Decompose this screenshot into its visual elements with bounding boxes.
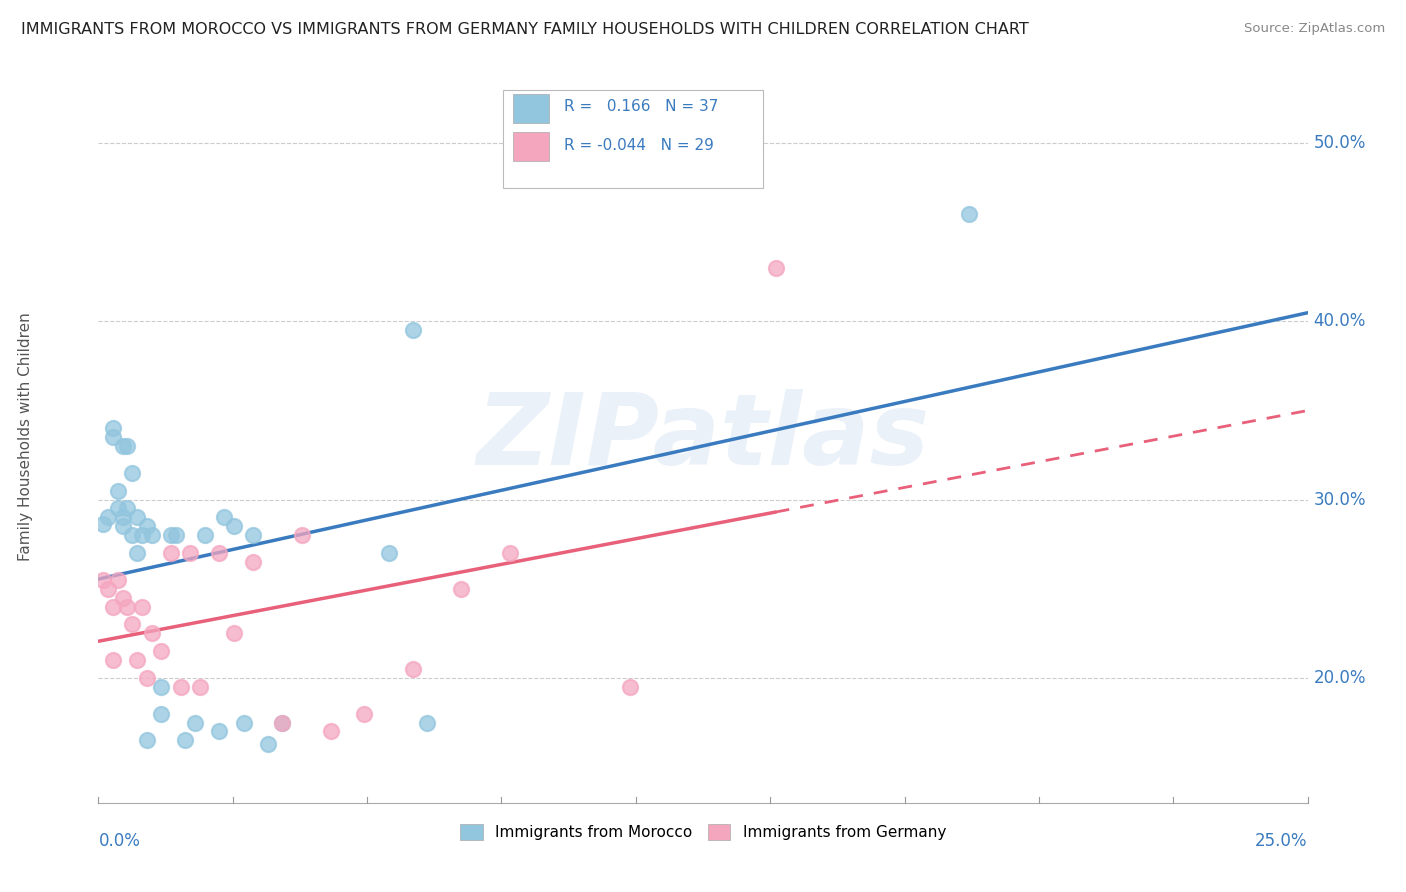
Point [169, 680, 191, 694]
Point [232, 715, 254, 730]
Legend: Immigrants from Morocco, Immigrants from Germany: Immigrants from Morocco, Immigrants from… [454, 818, 952, 847]
Point [160, 546, 183, 560]
Point [271, 715, 294, 730]
Point [165, 528, 187, 542]
Point [222, 626, 245, 640]
Point [450, 582, 472, 596]
Point [208, 546, 231, 560]
Point [242, 528, 264, 542]
Text: 20.0%: 20.0% [1313, 669, 1367, 687]
Point [353, 706, 375, 721]
Point [377, 546, 399, 560]
Point [127, 510, 149, 524]
Point [141, 626, 163, 640]
Text: Source: ZipAtlas.com: Source: ZipAtlas.com [1244, 22, 1385, 36]
Point [174, 733, 197, 747]
Point [498, 546, 520, 560]
FancyBboxPatch shape [513, 132, 550, 161]
Point [150, 644, 173, 658]
FancyBboxPatch shape [513, 94, 550, 123]
Text: 25.0%: 25.0% [1256, 832, 1308, 850]
Point [135, 733, 157, 747]
Point [101, 421, 124, 435]
Point [416, 715, 439, 730]
Point [765, 260, 787, 275]
Point [256, 737, 278, 751]
Point [101, 430, 124, 444]
FancyBboxPatch shape [503, 90, 763, 188]
Point [101, 653, 124, 667]
Point [619, 680, 641, 694]
Point [135, 519, 157, 533]
Point [91, 517, 114, 532]
Point [127, 546, 149, 560]
Point [121, 466, 143, 480]
Point [188, 680, 211, 694]
Point [117, 439, 139, 453]
Point [319, 724, 342, 739]
Point [222, 519, 245, 533]
Text: 50.0%: 50.0% [1313, 134, 1367, 152]
Point [121, 528, 143, 542]
Text: 40.0%: 40.0% [1313, 312, 1367, 330]
Text: R = -0.044   N = 29: R = -0.044 N = 29 [564, 138, 714, 153]
Point [957, 207, 980, 221]
Point [150, 706, 173, 721]
Point [160, 528, 183, 542]
Point [179, 546, 201, 560]
Point [117, 501, 139, 516]
Text: ZIPatlas: ZIPatlas [477, 389, 929, 485]
Point [135, 671, 157, 685]
Point [131, 599, 153, 614]
Text: 30.0%: 30.0% [1313, 491, 1367, 508]
Text: 0.0%: 0.0% [98, 832, 141, 850]
Point [141, 528, 163, 542]
Point [127, 653, 149, 667]
Point [111, 591, 134, 605]
Point [111, 439, 134, 453]
Point [402, 323, 425, 337]
Point [290, 528, 312, 542]
Point [121, 617, 143, 632]
Point [91, 573, 114, 587]
Text: R =   0.166   N = 37: R = 0.166 N = 37 [564, 99, 718, 114]
Point [271, 715, 294, 730]
Point [208, 724, 231, 739]
Point [107, 483, 129, 498]
Point [150, 680, 173, 694]
Point [97, 582, 120, 596]
Point [101, 599, 124, 614]
Point [107, 501, 129, 516]
Point [242, 555, 264, 569]
Point [184, 715, 207, 730]
Point [131, 528, 153, 542]
Point [97, 510, 120, 524]
Point [111, 519, 134, 533]
Text: Family Households with Children: Family Households with Children [18, 313, 34, 561]
Point [194, 528, 217, 542]
Text: IMMIGRANTS FROM MOROCCO VS IMMIGRANTS FROM GERMANY FAMILY HOUSEHOLDS WITH CHILDR: IMMIGRANTS FROM MOROCCO VS IMMIGRANTS FR… [21, 22, 1029, 37]
Point [117, 599, 139, 614]
Point [402, 662, 425, 676]
Point [212, 510, 235, 524]
Point [111, 510, 134, 524]
Point [107, 573, 129, 587]
